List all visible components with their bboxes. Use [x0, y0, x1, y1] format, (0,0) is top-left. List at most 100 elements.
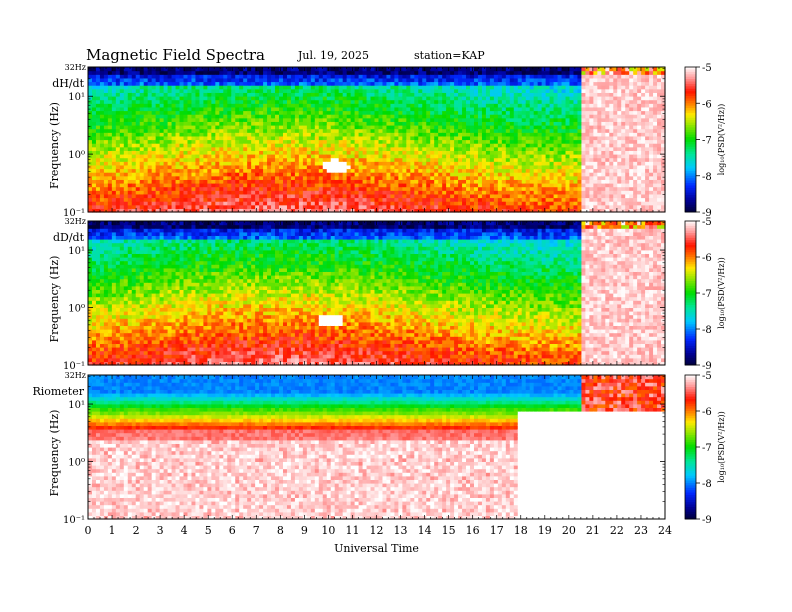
heatmap-cell [314, 175, 320, 180]
heatmap-cell [163, 85, 169, 90]
heatmap-cell [199, 172, 204, 177]
heatmap-cell [179, 168, 185, 173]
heatmap-cell [103, 190, 109, 195]
heatmap-cell [259, 183, 264, 188]
heatmap-cell [199, 146, 204, 151]
heatmap-cell [533, 88, 539, 93]
heatmap-cell [255, 103, 260, 108]
heatmap-cell [470, 128, 475, 133]
heatmap-cell [513, 128, 519, 133]
heatmap-cell [553, 77, 559, 83]
heatmap-cell [279, 114, 284, 119]
heatmap-cell [286, 157, 292, 162]
heatmap-cell [414, 146, 419, 151]
heatmap-cell [306, 81, 312, 86]
heatmap-cell [366, 70, 372, 75]
heatmap-cell [446, 143, 451, 148]
heatmap-cell [127, 183, 133, 188]
heatmap-cell [91, 183, 97, 188]
heatmap-cell [342, 183, 348, 188]
heatmap-cell [442, 157, 447, 162]
heatmap-cell [438, 67, 443, 72]
heatmap-cell [123, 103, 129, 108]
heatmap-cell [231, 70, 236, 75]
heatmap-cell [330, 186, 336, 191]
heatmap-cell [350, 135, 356, 141]
heatmap-cell [513, 204, 519, 209]
heatmap-cell [362, 110, 368, 115]
heatmap-cell [541, 85, 547, 90]
heatmap-cell [561, 110, 567, 115]
heatmap-cell [541, 103, 547, 108]
heatmap-cell [549, 67, 555, 72]
heatmap-cell [434, 121, 439, 126]
heatmap-cell [290, 204, 296, 209]
heatmap-cell [127, 201, 133, 206]
heatmap-cell [573, 121, 579, 126]
heatmap-cell [231, 146, 236, 151]
heatmap-cell [151, 132, 157, 137]
heatmap-cell [318, 208, 324, 213]
heatmap-cell [410, 204, 415, 209]
heatmap-cell [318, 150, 324, 155]
heatmap-cell [565, 150, 571, 155]
heatmap-cell [390, 121, 396, 126]
heatmap-cell [302, 99, 308, 104]
heatmap-cell [501, 172, 507, 177]
heatmap-cell [147, 208, 153, 213]
heatmap-cell [267, 96, 272, 101]
heatmap-cell [581, 110, 587, 115]
heatmap-cell [127, 114, 133, 119]
heatmap-cell [394, 175, 399, 180]
heatmap-cell [298, 96, 304, 101]
heatmap-cell [91, 128, 97, 133]
heatmap-cell [191, 168, 197, 173]
heatmap-cell [549, 172, 555, 177]
heatmap-cell [135, 121, 141, 126]
heatmap-cell [378, 103, 384, 108]
heatmap-cell [191, 121, 197, 126]
heatmap-cell [286, 179, 292, 184]
heatmap-cell [406, 190, 411, 195]
heatmap-cell [155, 204, 161, 209]
heatmap-cell [545, 88, 551, 93]
heatmap-cell [418, 139, 423, 144]
heatmap-cell [545, 74, 551, 79]
heatmap-cell [318, 88, 324, 93]
heatmap-cell [247, 154, 252, 159]
heatmap-cell [111, 154, 117, 159]
heatmap-cell [470, 88, 475, 93]
heatmap-cell [103, 74, 109, 79]
heatmap-cell [147, 70, 153, 75]
heatmap-cell [143, 186, 149, 191]
heatmap-cell [103, 146, 109, 151]
heatmap-cell [434, 143, 439, 148]
heatmap-cell [517, 168, 523, 173]
heatmap-cell [298, 103, 304, 108]
heatmap-cell [561, 114, 567, 119]
heatmap-cell [462, 128, 467, 133]
heatmap-cell [418, 204, 423, 209]
heatmap-cell [422, 146, 427, 151]
heatmap-cell [215, 139, 220, 144]
heatmap-cell [382, 132, 388, 137]
heatmap-cell [553, 179, 559, 184]
heatmap-cell [275, 121, 280, 126]
heatmap-cell [147, 85, 153, 90]
heatmap-cell [553, 117, 559, 122]
heatmap-cell [454, 117, 459, 122]
heatmap-cell [175, 81, 181, 86]
heatmap-cell [139, 99, 145, 104]
heatmap-cell [485, 157, 491, 162]
heatmap-cell [298, 208, 304, 213]
heatmap-cell [577, 117, 583, 122]
heatmap-cell [255, 96, 260, 101]
heatmap-cell [99, 125, 105, 130]
heatmap-cell [418, 168, 423, 173]
heatmap-cell [493, 85, 499, 90]
heatmap-cell [334, 135, 340, 141]
heatmap-cell [318, 99, 324, 104]
heatmap-cell [370, 85, 376, 90]
heatmap-cell [462, 125, 467, 130]
heatmap-cell [286, 132, 292, 137]
